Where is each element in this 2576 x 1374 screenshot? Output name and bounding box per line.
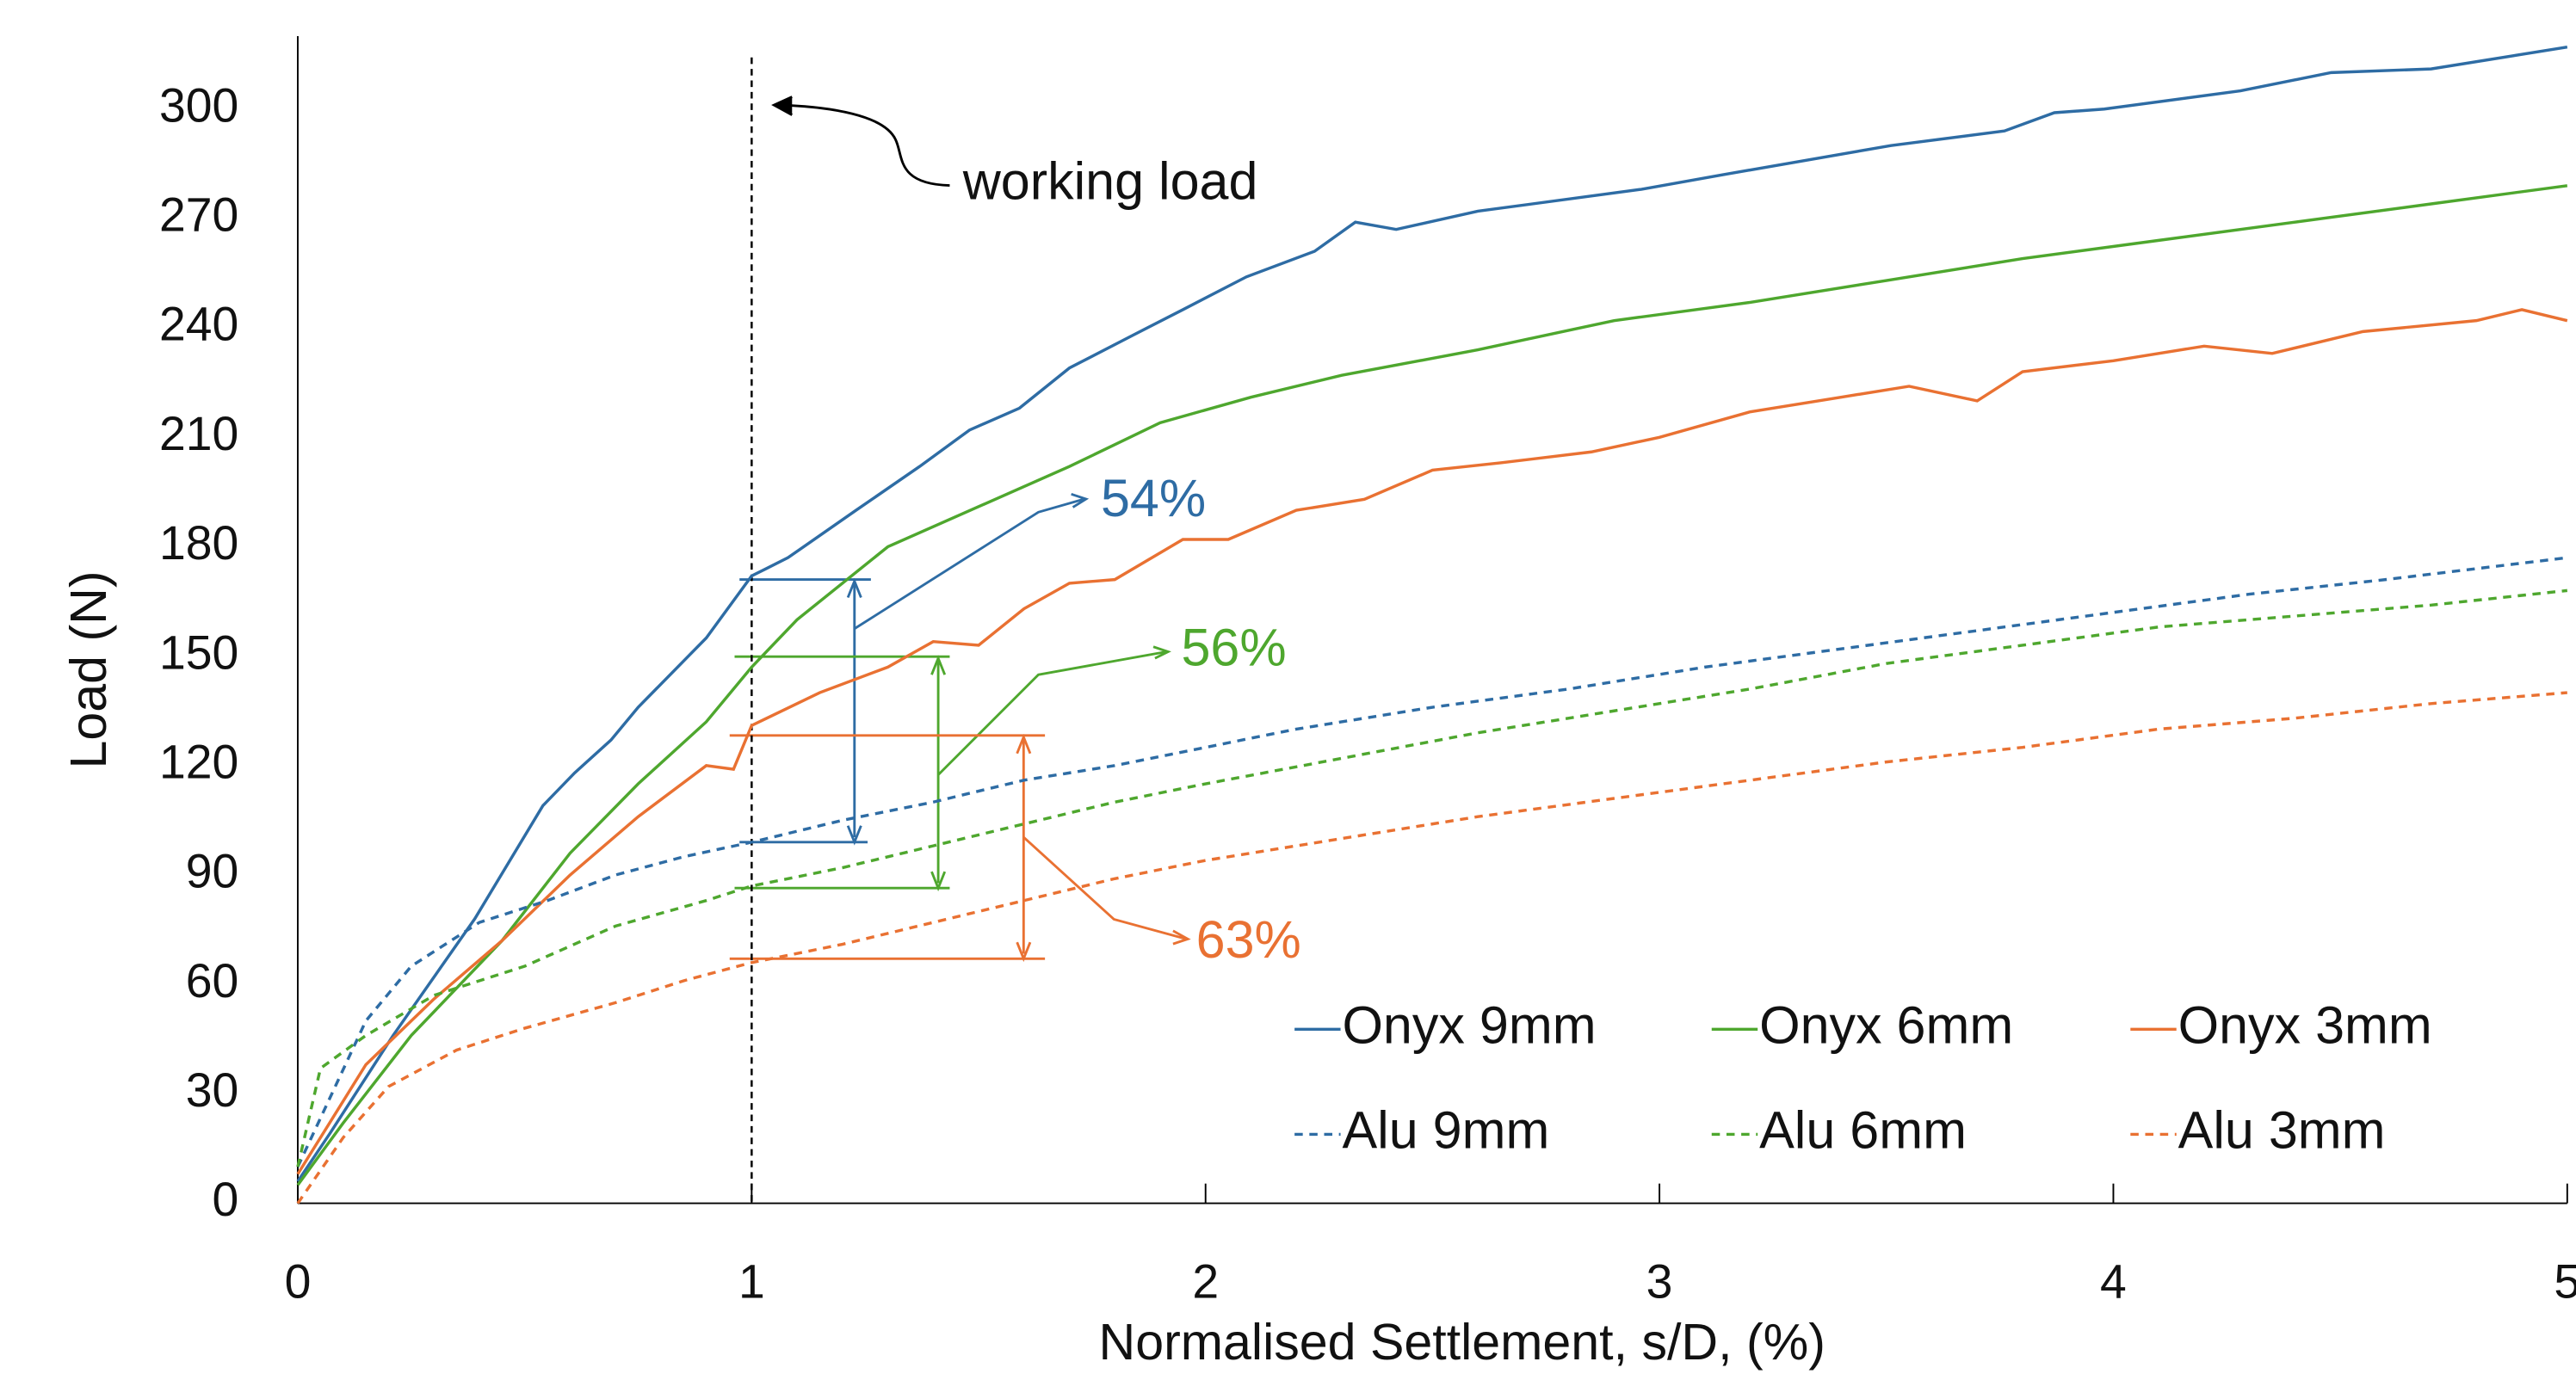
- series-line: [296, 588, 2568, 1168]
- legend-label: Alu 3mm: [2178, 1101, 2386, 1160]
- series-line: [296, 691, 2567, 1205]
- legend-label: Alu 6mm: [1759, 1101, 1967, 1160]
- bracket-onyx-9mm: [739, 492, 1090, 846]
- series-line: [296, 184, 2568, 1186]
- legend-label: Alu 9mm: [1342, 1101, 1549, 1160]
- y-tick-label: 210: [159, 407, 238, 460]
- y-tick-label: 30: [186, 1063, 239, 1117]
- legend-label: Onyx 3mm: [2178, 995, 2432, 1054]
- working-load-arrow: [771, 96, 950, 188]
- y-tick-label: 90: [186, 845, 239, 898]
- annotation: 56%: [1181, 619, 1286, 677]
- bracket-onyx-3mm: [729, 733, 1191, 963]
- series-line: [296, 556, 2568, 1168]
- bracket-onyx-6mm: [734, 645, 1171, 892]
- series-line: [296, 308, 2568, 1175]
- x-tick-label: 5: [2554, 1255, 2576, 1309]
- y-tick-label: 60: [186, 954, 239, 1007]
- annotation: 63%: [1196, 910, 1301, 969]
- series-line: [296, 45, 2568, 1183]
- y-tick-label: 180: [159, 516, 238, 570]
- y-tick-label: 270: [159, 188, 238, 242]
- y-tick-label: 150: [159, 625, 238, 679]
- x-tick-label: 4: [2100, 1255, 2127, 1309]
- annotation: working load: [962, 152, 1258, 211]
- y-tick-label: 120: [159, 735, 238, 788]
- y-tick-label: 240: [159, 298, 238, 351]
- x-tick-label: 1: [738, 1255, 765, 1309]
- y-axis-label: Load (N): [59, 570, 117, 768]
- legend-label: Onyx 6mm: [1759, 995, 2013, 1054]
- annotation: 54%: [1101, 469, 1206, 527]
- y-tick-label: 300: [159, 78, 238, 132]
- x-axis-label: Normalised Settlement, s/D, (%): [1099, 1313, 1825, 1371]
- brackets: [729, 96, 1191, 963]
- x-tick-label: 0: [285, 1255, 312, 1309]
- y-tick-label: 0: [213, 1173, 239, 1226]
- legend-label: Onyx 9mm: [1342, 995, 1596, 1054]
- x-tick-label: 3: [1646, 1255, 1673, 1309]
- x-tick-label: 2: [1192, 1255, 1219, 1309]
